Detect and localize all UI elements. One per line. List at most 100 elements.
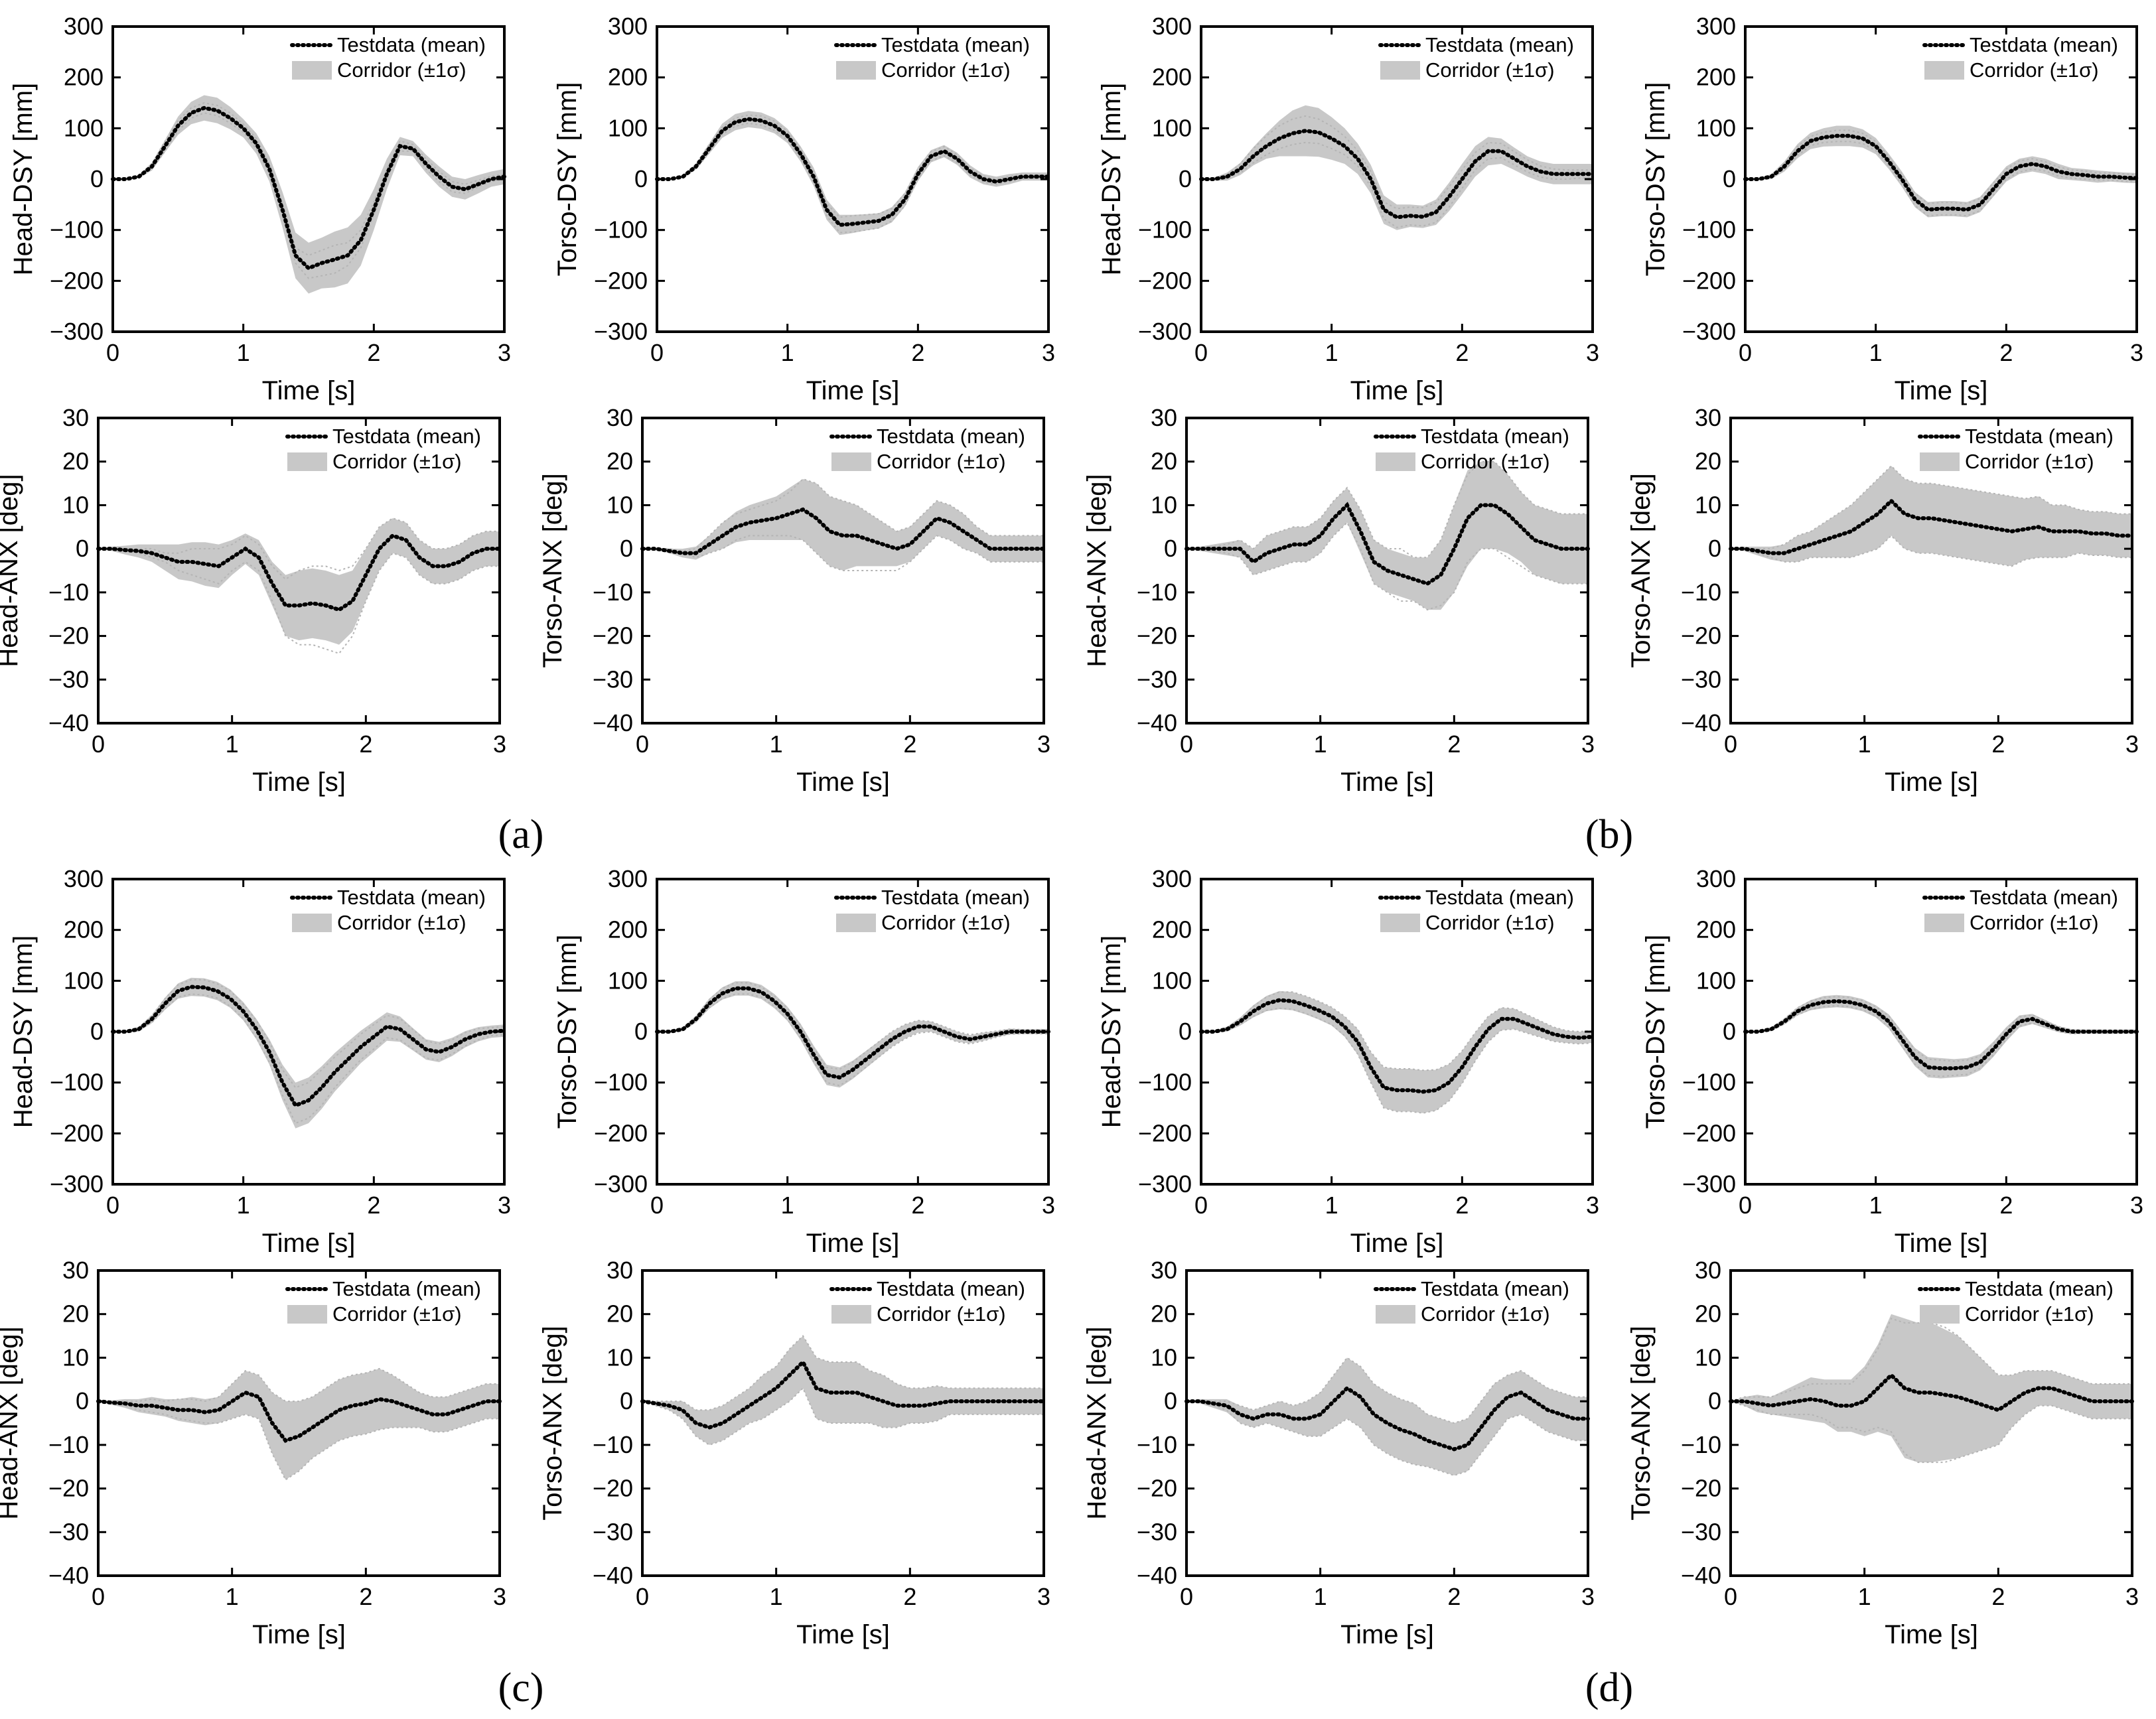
y-tick-label: 20 [62,1300,89,1328]
y-tick-label: 0 [1164,535,1177,562]
x-tick-label: 1 [770,1583,783,1610]
panel-label-b: (b) [1585,812,1633,857]
x-tick-label: 1 [1325,339,1338,366]
legend-corridor-label: Corridor (±1σ) [1965,1302,2094,1326]
x-tick-label: 2 [1999,339,2013,366]
mean-line [640,507,1046,555]
legend-corridor-swatch [1924,914,1964,932]
x-tick-label: 3 [493,730,506,758]
x-tick-label: 0 [650,1192,664,1219]
y-tick-label: −40 [1681,709,1721,736]
panel-label-d: (d) [1585,1665,1633,1710]
mean-line [655,986,1050,1080]
y-tick-label: −40 [593,1562,633,1589]
legend-mean-label: Testdata (mean) [881,33,1030,56]
axes-frame [641,1269,1045,1577]
trial-curve-2 [1745,129,2137,204]
y-tick-label: −10 [48,579,89,606]
x-tick-label: 3 [2125,1583,2139,1610]
y-tick-label: −40 [48,1562,89,1589]
y-tick-label: −10 [1681,1431,1721,1458]
x-tick-label: 3 [493,1583,506,1610]
axes-frame [97,1269,501,1577]
x-axis-title: Time [s] [1885,1620,1978,1649]
corridor-band [642,1336,1044,1445]
legend-corridor-label: Corridor (±1σ) [332,450,462,473]
y-tick-label: 200 [608,916,648,943]
y-tick-label: −30 [1681,1518,1721,1545]
y-tick-label: 30 [1151,1257,1177,1284]
chart-c-head-dsy: 0 1 2 3 300 200 100 0 −100 −200 −300 Time [s] Head-D… [9,865,511,1258]
legend-corridor-label: Corridor (±1σ) [877,1302,1006,1326]
corridor-band [642,479,1044,571]
legend-mean-label: Testdata (mean) [881,886,1030,909]
y-tick-label: 0 [90,1018,104,1045]
trial-curve-2 [1201,115,1593,210]
y-tick-label: 0 [1723,165,1736,192]
x-tick-label: 3 [498,339,511,366]
y-tick-label: 300 [1696,13,1736,40]
y-tick-label: −30 [48,1518,89,1545]
x-tick-label: 1 [1325,1192,1338,1219]
x-tick-label: 3 [1037,730,1050,758]
y-axis-title: Torso-DSY [mm] [553,82,582,277]
legend-corridor-label: Corridor (±1σ) [337,58,467,82]
x-tick-label: 3 [1581,1583,1595,1610]
corridor-band [113,95,504,294]
x-tick-label: 0 [106,1192,119,1219]
y-tick-label: 20 [1151,1300,1177,1328]
x-axis-title: Time [s] [262,1229,356,1258]
y-tick-label: −100 [50,1069,104,1096]
y-tick-label: −20 [48,1475,89,1502]
mean-line [1743,998,2139,1071]
y-tick-label: 100 [1152,114,1192,141]
trial-curve-2 [1186,460,1588,559]
mean-line [1199,998,1595,1094]
y-tick-label: −10 [1137,579,1177,606]
y-tick-label: −30 [1137,1518,1177,1545]
y-tick-label: 0 [76,1387,89,1414]
legend-corridor-swatch [836,914,876,932]
y-tick-label: −10 [1681,579,1721,606]
x-tick-label: 0 [1180,730,1193,758]
legend-corridor-label: Corridor (±1σ) [1425,911,1555,934]
legend-mean-label: Testdata (mean) [877,425,1025,448]
y-tick-label: 20 [1151,448,1177,475]
x-axis-title: Time [s] [262,376,356,405]
chart-a-torso-anx: 0 1 2 3 30 20 10 0 −10 −20 −30 −40 Time [s] Torso-ANX… [538,404,1050,797]
x-tick-label: 2 [911,1192,924,1219]
x-tick-label: 3 [1586,339,1599,366]
chart-d-head-dsy: 0 1 2 3 300 200 100 0 −100 −200 −300 Time [s] Head-D… [1097,865,1599,1258]
y-tick-label: 10 [1695,491,1721,518]
panel-label-a: (a) [498,812,544,857]
x-tick-label: 1 [781,1192,794,1219]
x-tick-label: 0 [1180,1583,1193,1610]
legend-corridor-label: Corridor (±1σ) [877,450,1006,473]
y-tick-label: −300 [50,318,104,345]
y-tick-label: −30 [593,1518,633,1545]
y-axis-title: Head-DSY [mm] [1097,83,1126,275]
y-tick-label: −30 [1681,665,1721,693]
mean-line [96,1390,502,1443]
x-axis-title: Time [s] [1340,768,1434,797]
mean-line [111,105,506,271]
y-tick-label: 0 [90,165,104,192]
x-axis-title: Time [s] [806,1229,900,1258]
trial-curve-1 [1745,1004,2137,1077]
axes-frame [641,417,1045,724]
x-tick-label: 2 [1455,339,1469,366]
legend-mean-label: Testdata (mean) [877,1277,1025,1300]
y-tick-label: −200 [1682,1119,1736,1146]
y-axis-title: Head-DSY [mm] [9,935,38,1128]
legend-mean-label: Testdata (mean) [1965,1277,2114,1300]
x-axis-title: Time [s] [796,768,890,797]
y-tick-label: 0 [1179,165,1192,192]
y-tick-label: 30 [607,1257,633,1284]
y-tick-label: 20 [1695,448,1721,475]
y-tick-label: 0 [76,535,89,562]
y-tick-label: 0 [1164,1387,1177,1414]
y-tick-label: −40 [1137,1562,1177,1589]
trial-curve-1 [1745,141,2137,217]
y-axis-title: Head-DSY [mm] [1097,935,1126,1128]
trial-curve-1 [1201,141,1593,228]
